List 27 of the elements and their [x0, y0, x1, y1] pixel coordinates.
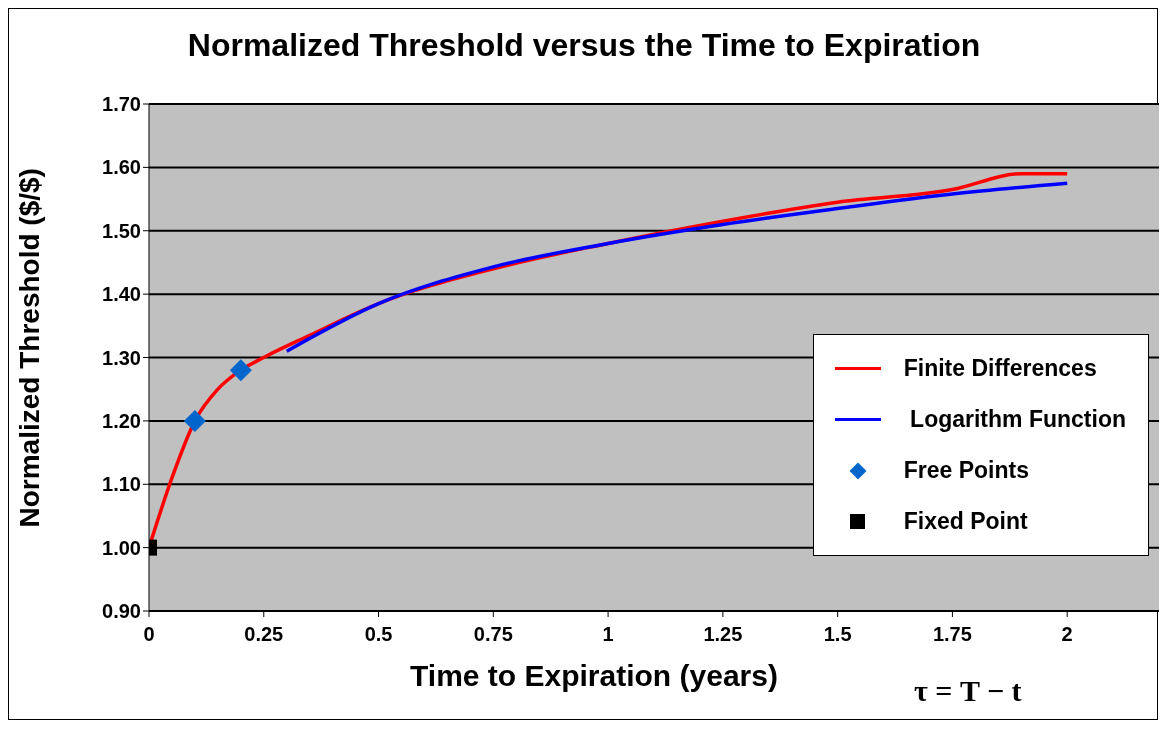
y-tick-label: 0.90 [102, 600, 141, 623]
y-tick-label: 1.40 [102, 283, 141, 306]
legend-label: Fixed Point [903, 508, 1028, 535]
x-tick-label: 0.5 [364, 623, 393, 646]
y-axis-title: Normalized Threshold ($/$) [13, 168, 45, 528]
x-tick-label: 2 [1061, 623, 1073, 646]
legend-label: Logarithm Function [909, 406, 1126, 433]
x-tick-label: 0.25 [244, 623, 284, 646]
x-axis-title: Time to Expiration (years) [410, 659, 778, 692]
y-tick-label: 1.00 [102, 536, 141, 559]
y-tick-label: 1.50 [102, 219, 141, 242]
y-tick-label: 1.30 [102, 346, 141, 369]
y-tick-label: 1.70 [102, 93, 141, 116]
text: τ = T − t [914, 674, 1022, 708]
x-tick-label: 1.75 [932, 623, 972, 646]
legend-label: Finite Differences [903, 355, 1097, 382]
x-tick-label: 0 [143, 623, 155, 646]
y-tick-label: 1.60 [102, 156, 141, 179]
legend-label: Free Points [903, 457, 1029, 484]
x-tick-label: 0.75 [473, 623, 513, 646]
x-tick-label: 1.5 [823, 623, 852, 646]
x-tick-label: 1.25 [703, 623, 743, 646]
line-series [284, 181, 1069, 353]
chart-title: Normalized Threshold versus the Time to Expiration [186, 27, 982, 64]
x-tick-label: 1 [602, 623, 614, 646]
y-tick-label: 1.20 [102, 409, 141, 432]
y-tick-label: 1.10 [102, 473, 141, 496]
